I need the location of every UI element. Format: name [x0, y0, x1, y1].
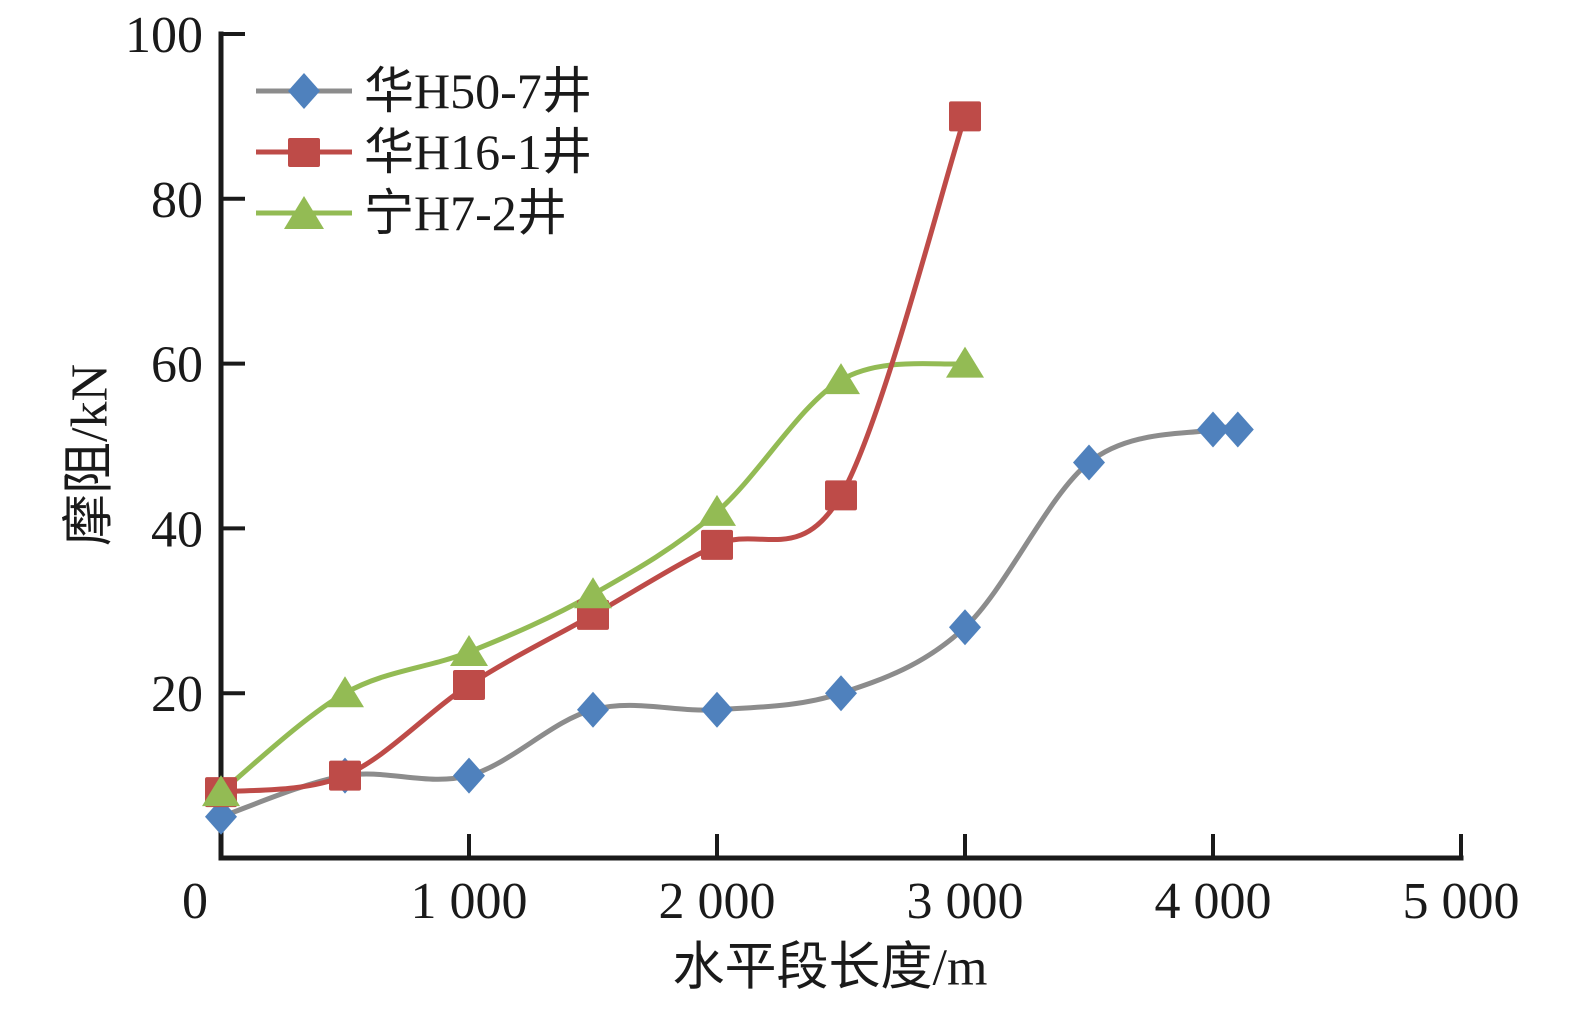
data-point-marker-0: [1197, 411, 1229, 448]
data-point-marker-0: [949, 609, 981, 646]
data-point-marker-0: [1073, 444, 1105, 481]
data-point-marker-2: [946, 346, 984, 378]
x-tick-label: 5 000: [1403, 873, 1520, 930]
data-point-marker-2: [698, 494, 736, 526]
data-point-marker-0: [577, 691, 609, 728]
y-axis-title: 摩阻/kN: [61, 363, 119, 547]
square-marker-icon: [256, 137, 352, 167]
x-axis-title: 水平段长度/m: [672, 939, 988, 997]
diamond-marker-icon: [256, 72, 352, 109]
data-point-marker-2: [574, 577, 612, 609]
y-tick-label: 20: [151, 666, 203, 723]
y-tick-label: 40: [151, 501, 203, 558]
x-tick-label: 1 000: [411, 873, 528, 930]
data-point-marker-0: [825, 675, 857, 712]
data-point-marker-0: [701, 691, 733, 728]
legend-label: 华H16-1井: [364, 123, 592, 180]
data-point-marker-1: [701, 529, 733, 560]
data-point-marker-1: [329, 760, 361, 791]
legend-item-hua-h50-7: 华H50-7井: [254, 60, 592, 121]
data-point-marker-1: [825, 480, 857, 511]
x-tick-label: 0: [182, 873, 208, 930]
legend-label: 华H50-7井: [364, 62, 592, 119]
y-tick-label: 60: [151, 337, 203, 394]
x-tick-label: 2 000: [659, 873, 776, 930]
legend-item-ning-h7-2: 宁H7-2井: [254, 182, 592, 243]
y-tick-label: 80: [151, 172, 203, 229]
series-line-0: [218, 424, 1241, 820]
data-point-marker-0: [205, 798, 237, 835]
data-point-marker-1: [949, 101, 981, 132]
data-point-marker-2: [822, 363, 860, 395]
data-point-marker-2: [326, 676, 364, 708]
axes: [218, 31, 1464, 861]
legend-label: 宁H7-2井: [364, 184, 567, 241]
triangle-marker-icon: [256, 195, 352, 229]
legend: 华H50-7井 华H16-1井 宁H7-2井: [254, 60, 592, 243]
data-point-marker-1: [453, 670, 485, 700]
data-point-marker-0: [1221, 411, 1254, 448]
data-point-marker-2: [202, 775, 240, 807]
legend-item-hua-h16-1: 华H16-1井: [254, 121, 592, 182]
data-point-marker-2: [450, 635, 488, 666]
y-tick-label: 100: [125, 7, 203, 64]
data-point-marker-0: [453, 757, 485, 794]
x-tick-label: 3 000: [907, 873, 1024, 930]
x-tick-label: 4 000: [1155, 873, 1272, 930]
